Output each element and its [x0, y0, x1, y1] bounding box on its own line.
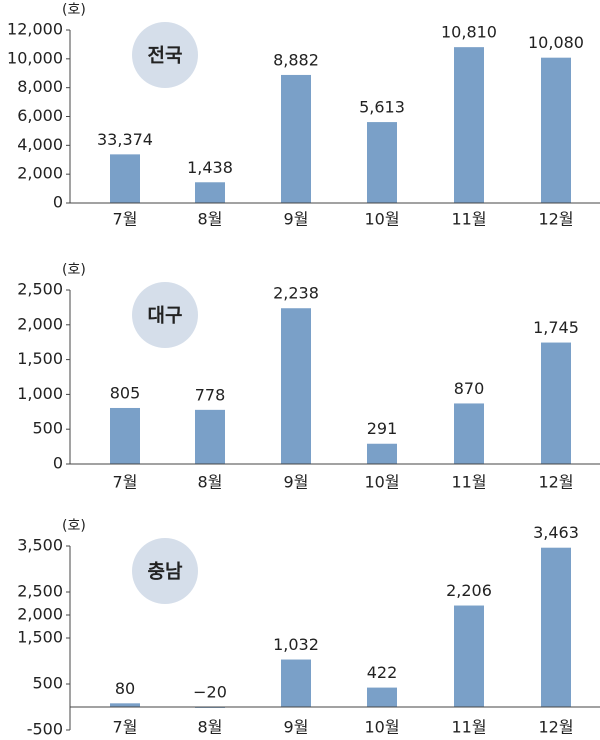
- value-label: 5,613: [359, 98, 405, 117]
- badge-circle: [132, 282, 198, 348]
- y-tick-label: 500: [32, 674, 63, 693]
- bar: [281, 659, 311, 707]
- x-tick-label: 11월: [451, 473, 486, 492]
- bar: [367, 687, 397, 707]
- y-tick-label: -500: [27, 720, 63, 739]
- value-label: 1,438: [187, 158, 233, 177]
- value-label: 2,206: [446, 581, 492, 600]
- bar: [281, 74, 311, 203]
- value-label: 778: [195, 385, 226, 404]
- bar: [110, 407, 140, 464]
- value-label: 422: [367, 663, 398, 682]
- y-tick-label: 2,000: [17, 164, 63, 183]
- x-tick-label: 7월: [113, 718, 138, 737]
- bar: [367, 443, 397, 464]
- y-tick-label: 1,500: [17, 349, 63, 368]
- value-label: 805: [110, 383, 141, 402]
- value-label: 8,882: [273, 50, 319, 69]
- bar: [281, 308, 311, 464]
- x-tick-label: 11월: [451, 718, 486, 737]
- value-label: 291: [367, 419, 398, 438]
- unit-label: (호): [62, 518, 86, 534]
- x-tick-label: 7월: [113, 473, 138, 492]
- badge-title: 충남: [148, 561, 183, 583]
- x-tick-label: 7월: [113, 210, 138, 229]
- value-label: 33,374: [97, 130, 153, 149]
- y-tick-label: 0: [53, 454, 63, 473]
- x-tick-label: 12월: [538, 473, 573, 492]
- x-tick-label: 8월: [198, 473, 223, 492]
- y-tick-label: 1,500: [17, 628, 63, 647]
- value-label: 870: [454, 379, 485, 398]
- y-tick-label: 8,000: [17, 77, 63, 96]
- x-tick-label: 8월: [198, 718, 223, 737]
- y-tick-label: 6,000: [17, 106, 63, 125]
- x-tick-label: 8월: [198, 210, 223, 229]
- badge-title: 대구: [148, 305, 183, 327]
- y-tick-label: 2,500: [17, 582, 63, 601]
- bar: [110, 154, 140, 203]
- value-label: 10,080: [528, 33, 584, 52]
- badge-circle: [132, 538, 198, 604]
- y-tick-label: 2,000: [17, 314, 63, 333]
- badge-circle: [132, 22, 198, 88]
- value-label: 10,810: [441, 23, 497, 42]
- y-tick-label: 0: [53, 193, 63, 212]
- value-label: 1,745: [533, 318, 579, 337]
- unit-label: (호): [62, 262, 86, 278]
- bar: [195, 409, 225, 464]
- badge-title: 전국: [148, 45, 183, 67]
- bar: [110, 703, 140, 707]
- value-label: 2,238: [273, 284, 319, 303]
- y-tick-label: 2,000: [17, 605, 63, 624]
- x-tick-label: 9월: [284, 210, 309, 229]
- y-tick-label: 2,500: [17, 280, 63, 299]
- x-tick-label: 10월: [364, 473, 399, 492]
- value-label: −20: [193, 683, 227, 702]
- unit-label: (호): [62, 2, 86, 18]
- bar: [367, 122, 397, 203]
- bar: [541, 547, 571, 707]
- bar: [195, 182, 225, 203]
- bar: [541, 57, 571, 204]
- x-tick-label: 10월: [364, 718, 399, 737]
- bar: [541, 342, 571, 464]
- y-tick-label: 1,000: [17, 384, 63, 403]
- value-label: 3,463: [533, 523, 579, 542]
- y-tick-label: 3,500: [17, 536, 63, 555]
- bar: [454, 605, 484, 707]
- bar: [454, 47, 484, 203]
- x-tick-label: 10월: [364, 210, 399, 229]
- value-label: 1,032: [273, 635, 319, 654]
- x-tick-label: 9월: [284, 473, 309, 492]
- y-tick-label: 10,000: [7, 48, 63, 67]
- x-tick-label: 9월: [284, 718, 309, 737]
- x-tick-label: 12월: [538, 718, 573, 737]
- y-tick-label: 12,000: [7, 20, 63, 39]
- y-tick-label: 500: [32, 419, 63, 438]
- value-label: 80: [115, 679, 135, 698]
- x-tick-label: 12월: [538, 210, 573, 229]
- bar: [454, 403, 484, 464]
- x-tick-label: 11월: [451, 210, 486, 229]
- y-tick-label: 4,000: [17, 135, 63, 154]
